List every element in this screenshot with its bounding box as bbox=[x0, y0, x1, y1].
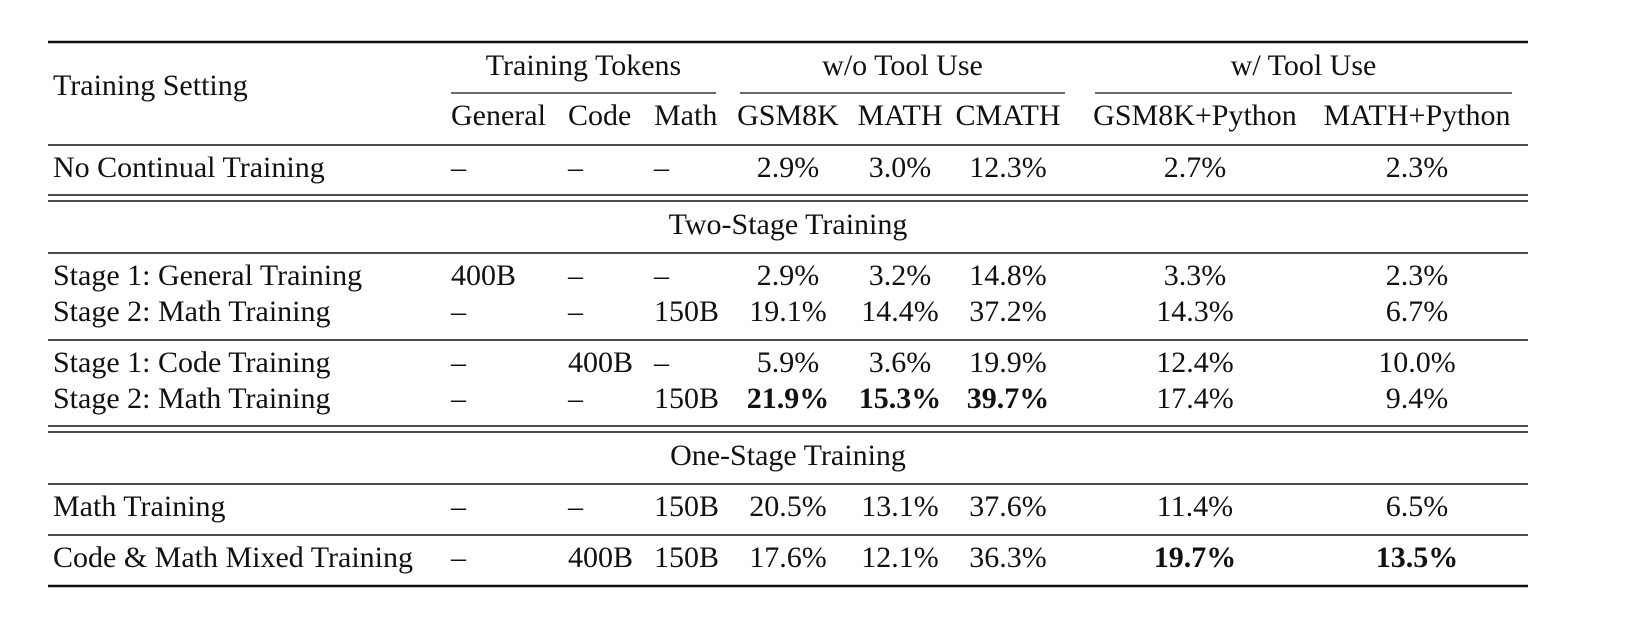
cell: – bbox=[653, 259, 670, 292]
cell: – bbox=[653, 151, 670, 184]
cell: – bbox=[567, 490, 584, 523]
row-label: Stage 1: Code Training bbox=[53, 346, 331, 379]
column-header: MATH+Python bbox=[1324, 99, 1511, 132]
cell: 13.5% bbox=[1376, 541, 1459, 574]
cell: 11.4% bbox=[1157, 490, 1233, 523]
cell: – bbox=[450, 490, 467, 523]
cell: 14.3% bbox=[1156, 295, 1234, 328]
column-header: GSM8K+Python bbox=[1093, 99, 1297, 132]
cell: – bbox=[450, 151, 467, 184]
cell: 150B bbox=[654, 295, 719, 328]
column-header: Code bbox=[568, 99, 631, 132]
cell: 14.4% bbox=[861, 295, 939, 328]
row-label: Stage 2: Math Training bbox=[53, 295, 331, 328]
column-header: Math bbox=[654, 99, 717, 132]
cell: 400B bbox=[451, 259, 516, 292]
cell: 21.9% bbox=[747, 382, 830, 415]
row-label: No Continual Training bbox=[53, 151, 325, 184]
cell: 17.4% bbox=[1156, 382, 1234, 415]
cell: 12.1% bbox=[861, 541, 939, 574]
cell: – bbox=[567, 259, 584, 292]
group-header: Training Tokens bbox=[486, 49, 681, 82]
cell: – bbox=[450, 346, 467, 379]
cell: 12.4% bbox=[1156, 346, 1234, 379]
row-label: Code & Math Mixed Training bbox=[53, 541, 413, 574]
cell: 400B bbox=[568, 346, 633, 379]
cell: 13.1% bbox=[861, 490, 939, 523]
cell: 3.0% bbox=[869, 151, 932, 184]
cell: 37.2% bbox=[969, 295, 1047, 328]
cell: 39.7% bbox=[967, 382, 1050, 415]
cell: 14.8% bbox=[969, 259, 1047, 292]
cell: 2.9% bbox=[757, 259, 820, 292]
column-header: MATH bbox=[857, 99, 942, 132]
group-header: w/o Tool Use bbox=[822, 49, 983, 82]
cell: – bbox=[653, 346, 670, 379]
cell: 36.3% bbox=[969, 541, 1047, 574]
section-title: Two-Stage Training bbox=[669, 208, 908, 241]
cell: – bbox=[567, 151, 584, 184]
cell: 150B bbox=[654, 541, 719, 574]
cell: 19.7% bbox=[1154, 541, 1237, 574]
cell: 3.2% bbox=[869, 259, 932, 292]
cell: 5.9% bbox=[757, 346, 820, 379]
cell: 37.6% bbox=[969, 490, 1047, 523]
cell: 19.1% bbox=[749, 295, 827, 328]
row-label: Math Training bbox=[53, 490, 226, 523]
cell: – bbox=[567, 382, 584, 415]
cell: 12.3% bbox=[969, 151, 1047, 184]
row-label: Stage 1: General Training bbox=[53, 259, 362, 292]
cell: 3.3% bbox=[1164, 259, 1227, 292]
cell: 6.7% bbox=[1386, 295, 1449, 328]
cell: 9.4% bbox=[1386, 382, 1449, 415]
cell: 150B bbox=[654, 382, 719, 415]
column-header: General bbox=[451, 99, 546, 132]
cell: – bbox=[450, 382, 467, 415]
group-header: w/ Tool Use bbox=[1231, 49, 1377, 82]
column-header: CMATH bbox=[955, 99, 1060, 132]
cell: 2.7% bbox=[1164, 151, 1227, 184]
section-title: One-Stage Training bbox=[670, 439, 906, 472]
setting-header: Training Setting bbox=[53, 69, 248, 102]
cell: 150B bbox=[654, 490, 719, 523]
cell: 2.9% bbox=[757, 151, 820, 184]
cell: 2.3% bbox=[1386, 151, 1449, 184]
cell: 2.3% bbox=[1386, 259, 1449, 292]
cell: 19.9% bbox=[969, 346, 1047, 379]
cell: – bbox=[450, 295, 467, 328]
cell: 15.3% bbox=[859, 382, 942, 415]
cell: 6.5% bbox=[1386, 490, 1449, 523]
cell: 20.5% bbox=[749, 490, 827, 523]
cell: – bbox=[450, 541, 467, 574]
cell: 3.6% bbox=[869, 346, 932, 379]
cell: 17.6% bbox=[749, 541, 827, 574]
row-label: Stage 2: Math Training bbox=[53, 382, 331, 415]
column-header: GSM8K bbox=[737, 99, 839, 132]
cell: 400B bbox=[568, 541, 633, 574]
cell: – bbox=[567, 295, 584, 328]
cell: 10.0% bbox=[1378, 346, 1456, 379]
